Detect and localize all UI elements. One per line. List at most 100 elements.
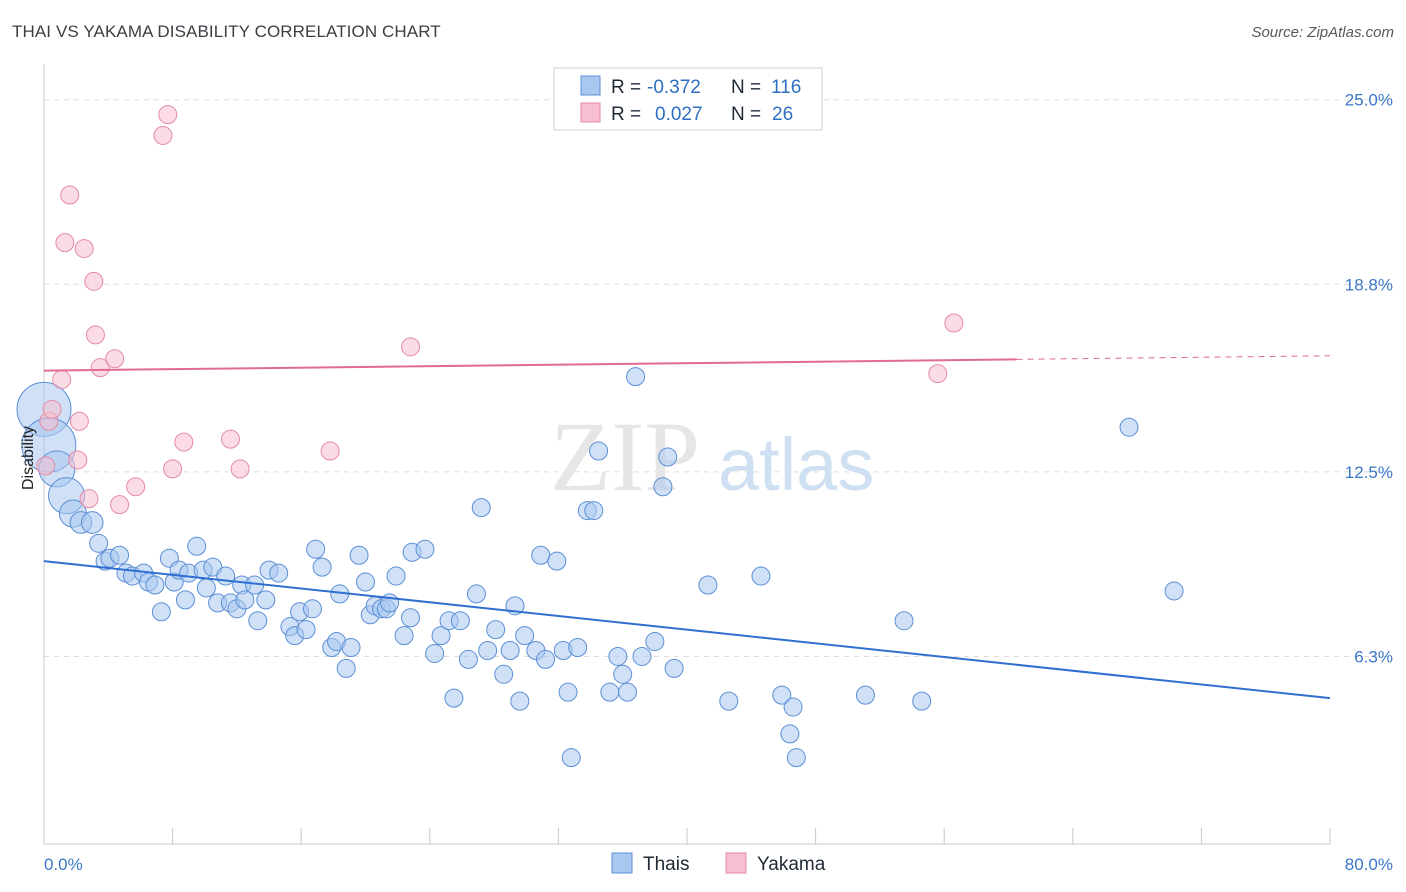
yakama-point — [79, 489, 99, 509]
legend-box: R = -0.372 N = 116 R = 0.027 N = 26 — [553, 67, 823, 131]
thais-point — [466, 584, 486, 604]
gridlines — [44, 99, 1392, 657]
thais-point — [110, 545, 130, 565]
yakama-trend-extension — [1016, 355, 1331, 360]
source-credit: Source: ZipAtlas.com — [1251, 24, 1394, 41]
yakama-point — [74, 239, 94, 259]
thais-point — [632, 646, 652, 666]
thais-point — [658, 447, 678, 467]
thais-point — [780, 724, 800, 744]
thais-point — [558, 682, 578, 702]
yakama-point — [90, 358, 110, 378]
yakama-point — [230, 459, 250, 479]
thais-point — [855, 685, 875, 705]
watermark-atlas: atlas — [718, 423, 874, 506]
thais-point — [486, 620, 506, 640]
legend-n-value: 116 — [771, 77, 801, 98]
thais-point — [216, 566, 236, 586]
thais-point — [608, 646, 628, 666]
thais-point — [653, 477, 673, 497]
thais-point — [561, 748, 581, 768]
thais-point — [500, 640, 520, 660]
thais-point — [547, 551, 567, 571]
thais-point — [1164, 581, 1184, 601]
y-axis-label: Disability — [20, 426, 37, 490]
thais-point — [89, 533, 109, 553]
yakama-point — [36, 456, 56, 476]
legend-r-label: R = — [611, 104, 641, 125]
thais-point — [394, 626, 414, 646]
thais-point — [698, 575, 718, 595]
thais-point — [269, 563, 289, 583]
thais-point — [600, 682, 620, 702]
legend-n-label: N = — [731, 77, 761, 98]
yakama-point — [401, 337, 421, 357]
legend-r-value: 0.027 — [655, 104, 703, 125]
thais-point — [196, 578, 216, 598]
thais-point — [589, 441, 609, 461]
yakama-point — [84, 271, 104, 291]
yakama-point — [220, 429, 240, 449]
yakama-point — [320, 441, 340, 461]
thais-point — [458, 649, 478, 669]
thais-point — [431, 626, 451, 646]
series-yakama — [36, 105, 964, 515]
thais-point — [349, 545, 369, 565]
thais-point — [471, 498, 491, 518]
bottom-legend-swatch-thais — [611, 852, 633, 874]
thais-point — [401, 608, 421, 628]
thais-point — [645, 632, 665, 652]
yakama-point — [52, 370, 72, 390]
thais-point — [187, 536, 207, 556]
y-tick-label: 25.0% — [1345, 91, 1393, 110]
yakama-point — [110, 495, 130, 515]
yakama-point — [126, 477, 146, 497]
legend-n-label: N = — [731, 104, 761, 125]
yakama-point — [163, 459, 183, 479]
yakama-point — [928, 364, 948, 384]
thais-point — [145, 575, 165, 595]
y-tick-label: 6.3% — [1354, 647, 1393, 666]
bottom-legend: Thais Yakama — [611, 852, 826, 875]
yakama-point — [68, 450, 88, 470]
yakama-point — [42, 399, 62, 419]
thais-point — [494, 664, 514, 684]
yakama-point — [55, 233, 75, 253]
legend-n-value: 26 — [772, 104, 793, 125]
series-thais — [16, 367, 1184, 768]
yakama-point — [85, 325, 105, 345]
thais-point — [356, 572, 375, 592]
thais-point — [751, 566, 771, 586]
thais-point — [515, 626, 535, 646]
yakama-point — [944, 313, 964, 333]
thais-point — [175, 590, 195, 610]
thais-point — [306, 539, 326, 559]
thais-point — [531, 545, 551, 565]
thais-point — [772, 685, 792, 705]
yakama-point — [158, 105, 178, 125]
thais-point — [444, 688, 464, 708]
thais-point — [312, 557, 332, 577]
thais-point — [248, 611, 268, 631]
thais-point — [341, 638, 361, 658]
thais-point — [151, 602, 171, 622]
thais-point — [618, 682, 638, 702]
yakama-point — [69, 411, 89, 431]
y-tick-label: 12.5% — [1345, 463, 1393, 482]
thais-point — [613, 664, 633, 684]
watermark-zip: ZIP — [550, 401, 700, 512]
thais-point — [296, 620, 316, 640]
thais-point — [425, 643, 445, 663]
x-tick-label: 0.0% — [44, 855, 83, 874]
thais-point — [786, 748, 806, 768]
legend-swatch-thais — [580, 75, 601, 96]
thais-point — [256, 590, 276, 610]
thais-point — [235, 590, 255, 610]
bottom-legend-thais: Thais — [643, 854, 689, 875]
thais-point — [664, 658, 684, 678]
thais-point — [783, 697, 803, 717]
thais-point — [415, 539, 435, 559]
thais-point — [568, 638, 588, 658]
thais-point — [912, 691, 932, 711]
bottom-legend-yakama: Yakama — [757, 854, 826, 875]
